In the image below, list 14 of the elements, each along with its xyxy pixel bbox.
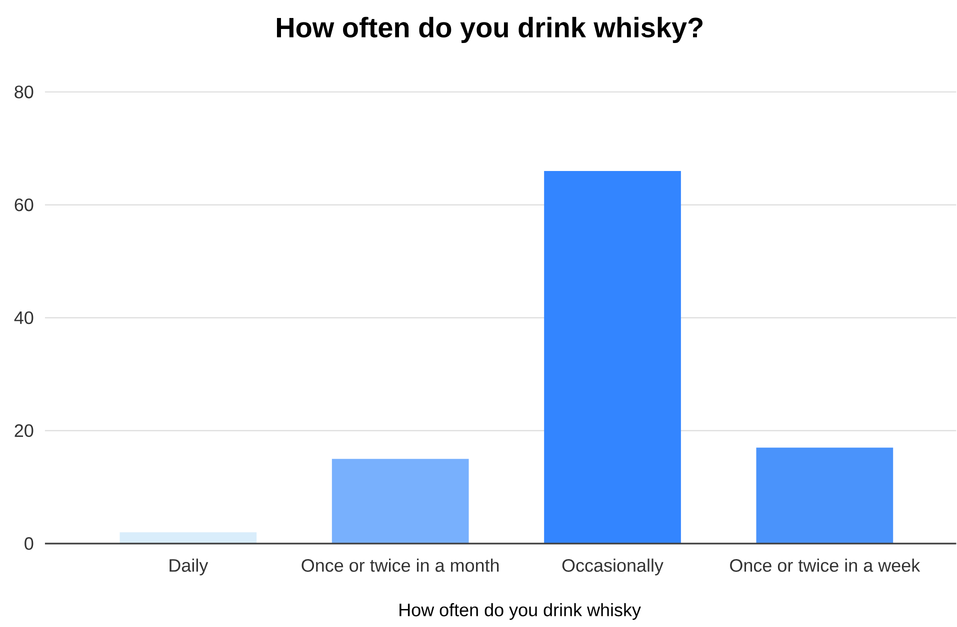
bar (332, 459, 469, 544)
bar (756, 448, 894, 544)
x-tick-label: Daily (170, 558, 208, 576)
y-tick-label: 0 (24, 537, 34, 550)
bar (544, 171, 681, 544)
y-tick-label: 80 (14, 86, 34, 99)
y-tick-label: 40 (14, 312, 34, 324)
x-axis-title: How often do you drink whisky (400, 603, 641, 620)
x-tick-label: Once or twice in a week (730, 558, 920, 572)
x-tick-label: Occasionally (562, 558, 664, 576)
x-tick-label: Once or twice in a month (302, 558, 499, 572)
chart-title: How often do you drink whisky? (276, 17, 703, 44)
y-tick-label: 60 (14, 198, 34, 212)
y-tick-label: 20 (14, 424, 34, 438)
